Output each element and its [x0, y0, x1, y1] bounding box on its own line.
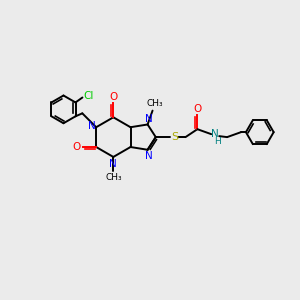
- Text: CH₃: CH₃: [146, 99, 163, 108]
- Text: O: O: [109, 92, 118, 103]
- Text: N: N: [88, 121, 96, 131]
- Text: O: O: [193, 104, 202, 114]
- Text: H: H: [214, 136, 220, 146]
- Text: N: N: [145, 151, 152, 161]
- Text: N: N: [145, 113, 152, 124]
- Text: O: O: [72, 142, 80, 152]
- Text: N: N: [110, 159, 117, 169]
- Text: CH₃: CH₃: [105, 173, 122, 182]
- Text: Cl: Cl: [83, 91, 94, 100]
- Text: S: S: [171, 132, 178, 142]
- Text: N: N: [211, 129, 219, 139]
